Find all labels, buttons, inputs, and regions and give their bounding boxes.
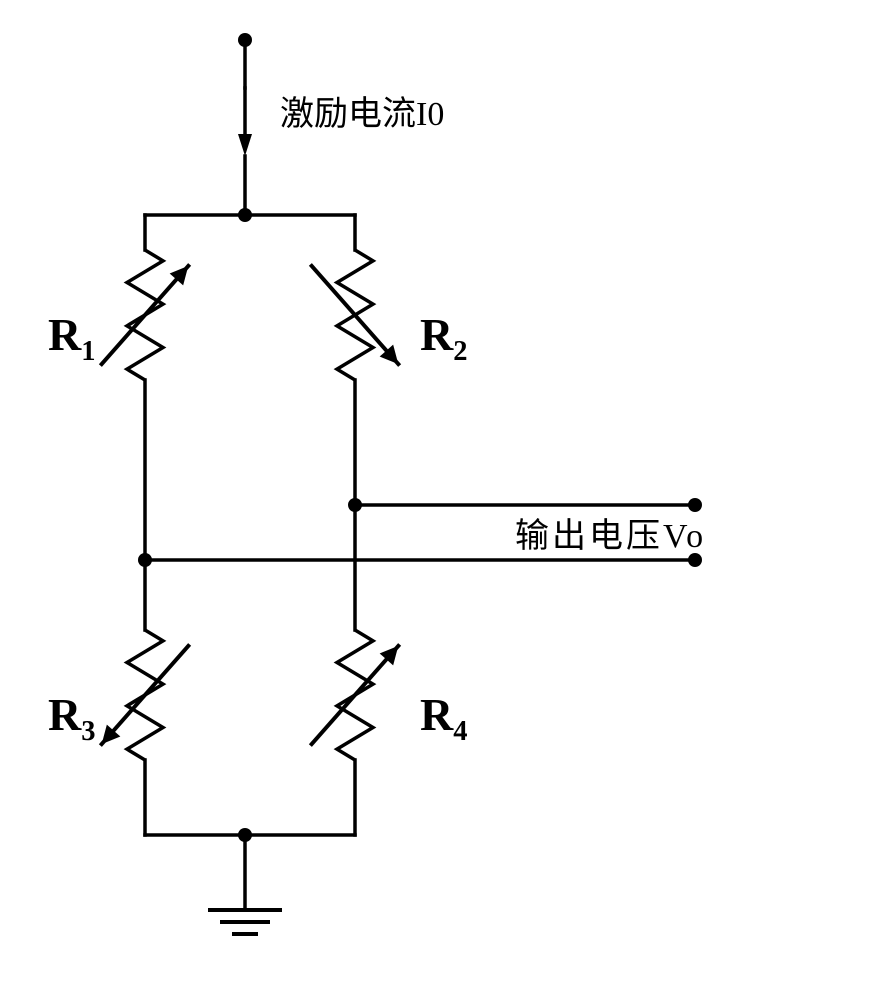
label-r2: R2: [420, 309, 468, 367]
label-r1: R1: [48, 309, 96, 367]
label-input-current: 激励电流I0: [280, 95, 444, 133]
wheatstone-bridge-diagram: 激励电流I0 输出电压Vo R1 R2 R3 R4: [0, 0, 882, 990]
label-r3: R3: [48, 689, 96, 747]
label-output-voltage: 输出电压Vo: [515, 517, 706, 555]
label-r4: R4: [420, 689, 468, 747]
